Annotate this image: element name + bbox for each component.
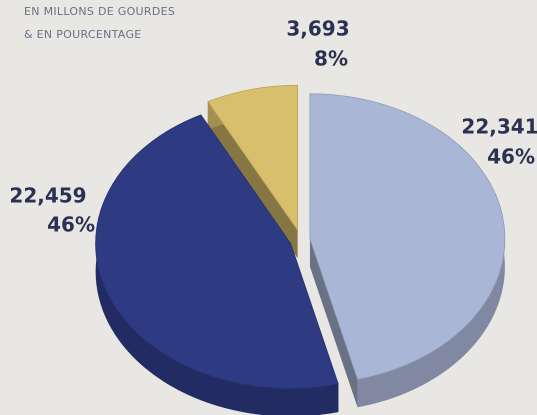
slice-wall <box>309 238 358 408</box>
slice <box>309 93 506 380</box>
percent-label: 46% <box>47 213 95 237</box>
percent-label: 8% <box>314 47 348 71</box>
slice <box>207 84 299 232</box>
value-label: 3,693 <box>286 17 349 41</box>
slice <box>95 114 339 389</box>
value-label: 22,459 <box>9 184 86 208</box>
subtitle: EN MILLONS DE GOURDES <box>24 5 175 18</box>
percent-label: 46% <box>487 145 535 169</box>
slice-wall <box>207 101 298 259</box>
subtitle: & EN POURCENTAGE <box>24 28 142 41</box>
value-label: 22,341 <box>461 115 537 139</box>
